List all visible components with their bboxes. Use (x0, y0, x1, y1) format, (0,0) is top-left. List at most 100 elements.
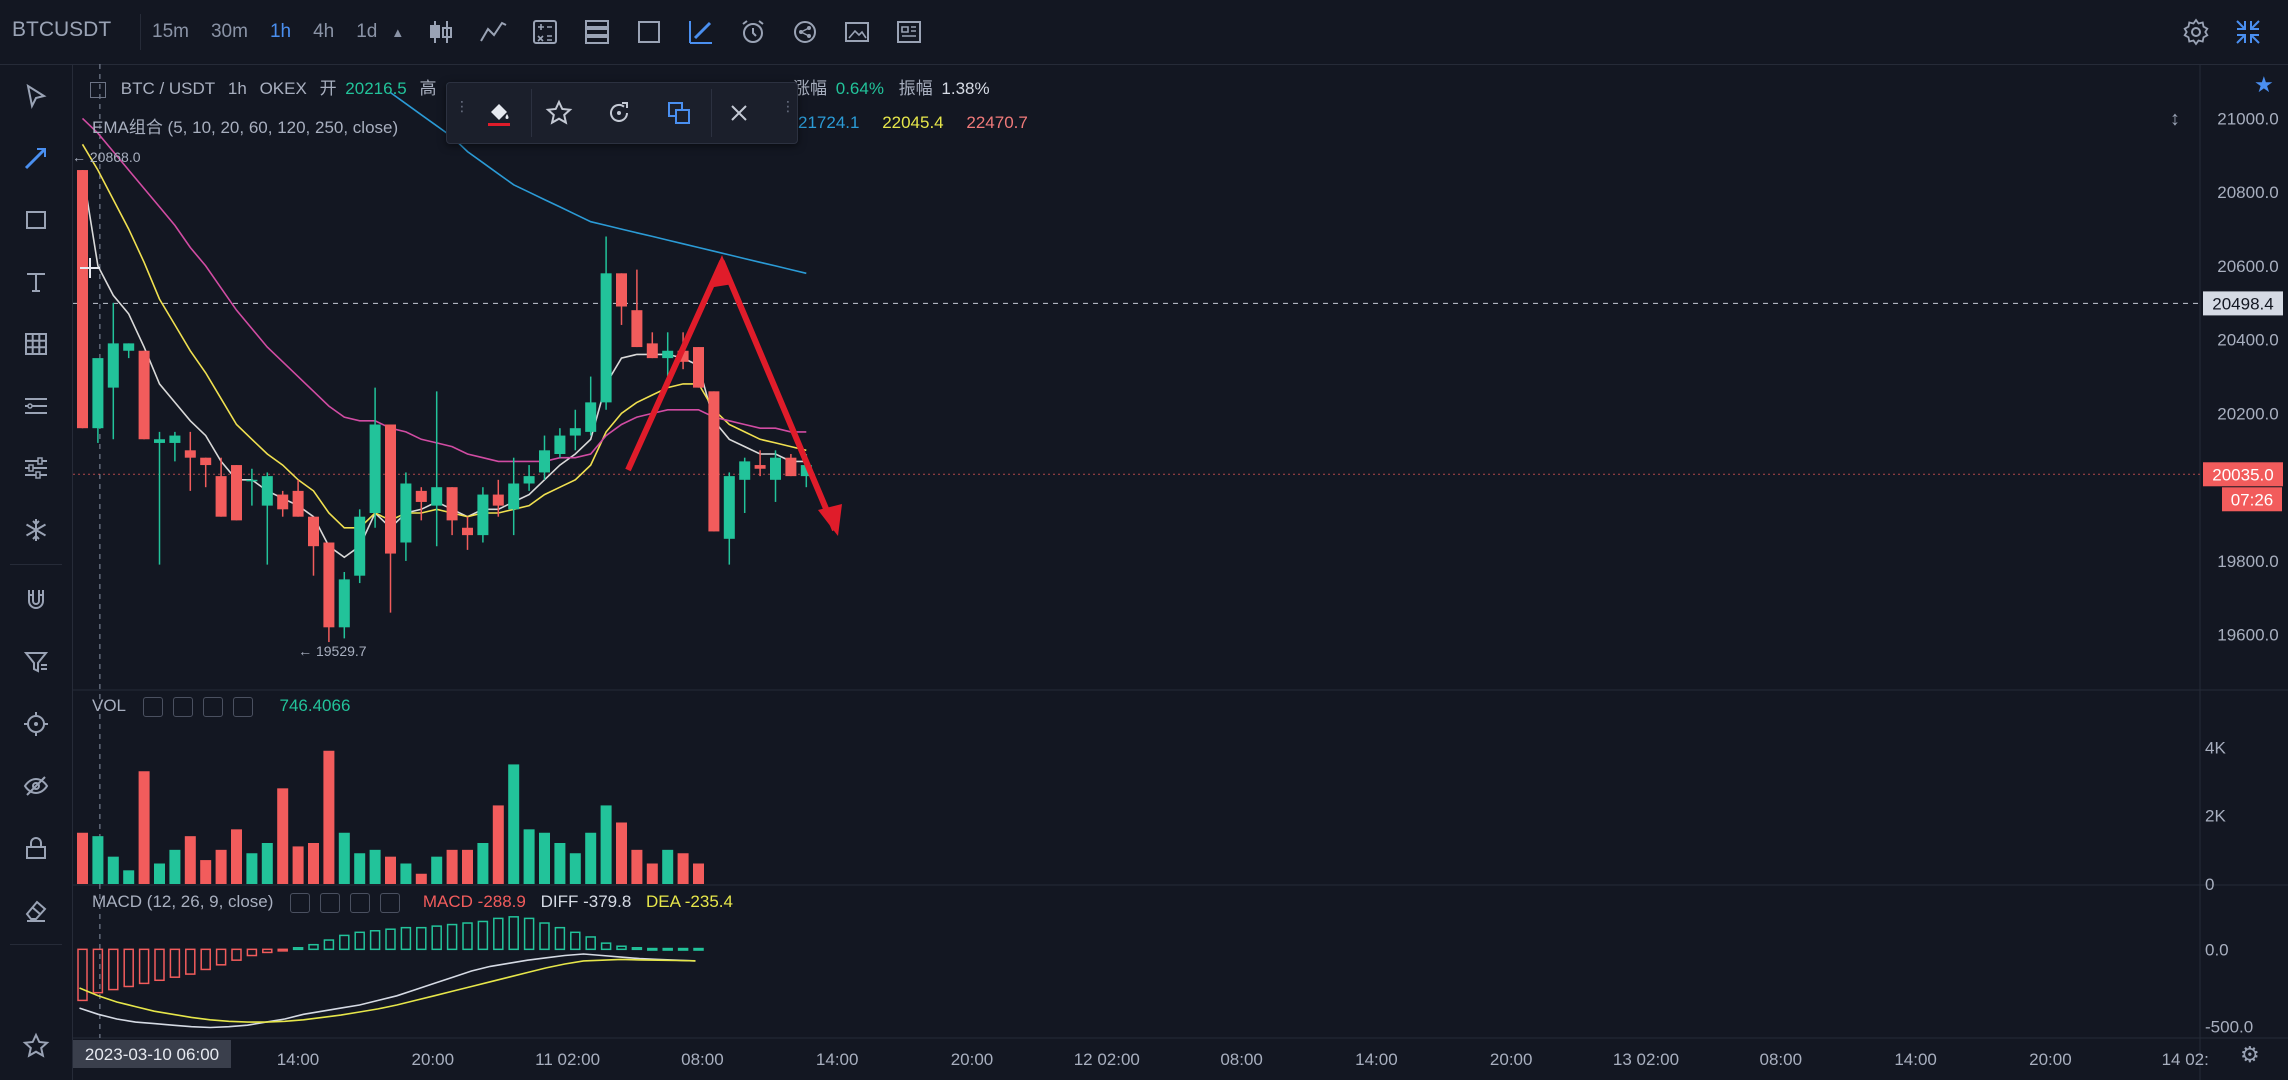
favorite-star-icon[interactable]: ★ (2254, 72, 2274, 97)
candle-body[interactable] (338, 579, 350, 628)
fullscreen-collapse-icon[interactable] (2222, 0, 2274, 64)
candle-body[interactable] (400, 483, 412, 543)
drawing-pen-icon[interactable] (675, 0, 727, 64)
candle-body[interactable] (785, 457, 797, 477)
candle-body[interactable] (138, 350, 150, 440)
interval-30m[interactable]: 30m (210, 21, 248, 42)
favorite-icon[interactable] (537, 91, 581, 135)
snowflake-icon[interactable] (14, 508, 58, 552)
fill-color-icon[interactable] (477, 91, 521, 135)
candle-body[interactable] (415, 490, 427, 502)
interval-1d[interactable]: 1d (356, 21, 378, 42)
drag-handle-right[interactable]: ⋮ (781, 98, 795, 114)
candle-body[interactable] (354, 516, 366, 576)
candle-type-icon[interactable] (415, 0, 467, 64)
chart-settings-gear-icon[interactable]: ⚙ (2240, 1042, 2260, 1067)
filter-icon[interactable] (14, 640, 58, 684)
symbol-selector[interactable]: BTCUSDT (12, 18, 112, 41)
star-icon[interactable] (14, 1024, 58, 1068)
candle-body[interactable] (261, 476, 273, 506)
candle-body[interactable] (477, 494, 489, 536)
settings-lines-icon[interactable] (14, 446, 58, 490)
interval-1h[interactable]: 1h (269, 21, 292, 42)
screenshot-icon[interactable] (831, 0, 883, 64)
candle-body[interactable] (708, 391, 720, 532)
candle-body[interactable] (693, 347, 704, 388)
candle-body[interactable] (508, 483, 520, 510)
settings-icon[interactable] (172, 696, 193, 717)
cursor-icon[interactable] (14, 74, 58, 118)
collapse-legend-icon[interactable] (90, 81, 106, 98)
trend-line-icon[interactable] (14, 136, 58, 180)
formula-icon[interactable] (519, 0, 571, 64)
candle-body[interactable] (554, 435, 566, 454)
candle-body[interactable] (770, 457, 781, 480)
close-icon[interactable] (717, 91, 761, 135)
candle-body[interactable] (92, 358, 104, 429)
candle-body[interactable] (492, 494, 504, 506)
candle-body[interactable] (539, 450, 550, 473)
candle-body[interactable] (462, 527, 473, 536)
candle-body[interactable] (154, 439, 165, 443)
candle-body[interactable] (169, 435, 181, 443)
candle-body[interactable] (215, 476, 227, 517)
hide-icon[interactable] (142, 696, 163, 717)
candle-body[interactable] (677, 350, 689, 362)
fib-icon[interactable] (14, 384, 58, 428)
layer-icon[interactable] (657, 91, 701, 135)
hide-icon[interactable] (290, 892, 311, 913)
candle-body[interactable] (446, 487, 458, 521)
candle-body[interactable] (569, 428, 581, 436)
eye-icon[interactable] (14, 764, 58, 808)
alarm-icon[interactable] (727, 0, 779, 64)
candle-body[interactable] (308, 516, 319, 547)
layout-icon[interactable] (571, 0, 623, 64)
candle-body[interactable] (200, 457, 212, 466)
window-icon[interactable] (623, 0, 675, 64)
candle-body[interactable] (123, 343, 135, 351)
candle-body[interactable] (600, 273, 612, 403)
settings-icon[interactable] (320, 892, 341, 913)
candle-body[interactable] (523, 476, 535, 484)
candle-body[interactable] (184, 450, 196, 458)
indicator-icon[interactable] (467, 0, 519, 64)
visibility-icon[interactable] (202, 696, 223, 717)
visibility-icon[interactable] (350, 892, 371, 913)
share-icon[interactable] (779, 0, 831, 64)
clone-icon[interactable] (597, 91, 641, 135)
interval-4h[interactable]: 4h (313, 21, 335, 42)
text-icon[interactable] (14, 260, 58, 304)
settings-gear-icon[interactable] (2170, 0, 2222, 64)
rectangle-icon[interactable] (14, 198, 58, 242)
lock-icon[interactable] (14, 826, 58, 870)
candle-body[interactable] (107, 343, 119, 388)
candle-body[interactable] (754, 465, 766, 469)
candle-body[interactable] (292, 490, 304, 517)
candle-body[interactable] (646, 343, 658, 359)
more-intervals-caret-icon[interactable]: ▲ (391, 24, 405, 40)
candle-body[interactable] (631, 310, 643, 348)
eraser-icon[interactable] (14, 888, 58, 932)
magnet-icon[interactable] (14, 578, 58, 622)
candle-body[interactable] (246, 479, 258, 482)
candle-body[interactable] (323, 542, 335, 628)
candle-body[interactable] (585, 402, 597, 432)
candle-body[interactable] (662, 350, 674, 359)
candle-body[interactable] (231, 465, 242, 521)
candle-body[interactable] (431, 487, 443, 506)
drag-handle-left[interactable]: ⋮ (455, 98, 469, 114)
candle-body[interactable] (723, 476, 735, 539)
candle-body[interactable] (800, 465, 812, 477)
target-icon[interactable] (14, 702, 58, 746)
remove-icon[interactable] (232, 696, 253, 717)
candle-body[interactable] (739, 461, 751, 480)
scale-toggle-icon[interactable]: ↕ (2170, 108, 2180, 130)
remove-icon[interactable] (380, 892, 401, 913)
candle-body[interactable] (369, 424, 381, 514)
news-icon[interactable] (883, 0, 935, 64)
candle-body[interactable] (77, 170, 88, 429)
candle-body[interactable] (616, 273, 627, 307)
interval-15m[interactable]: 15m (152, 21, 189, 42)
candle-body[interactable] (385, 424, 396, 554)
